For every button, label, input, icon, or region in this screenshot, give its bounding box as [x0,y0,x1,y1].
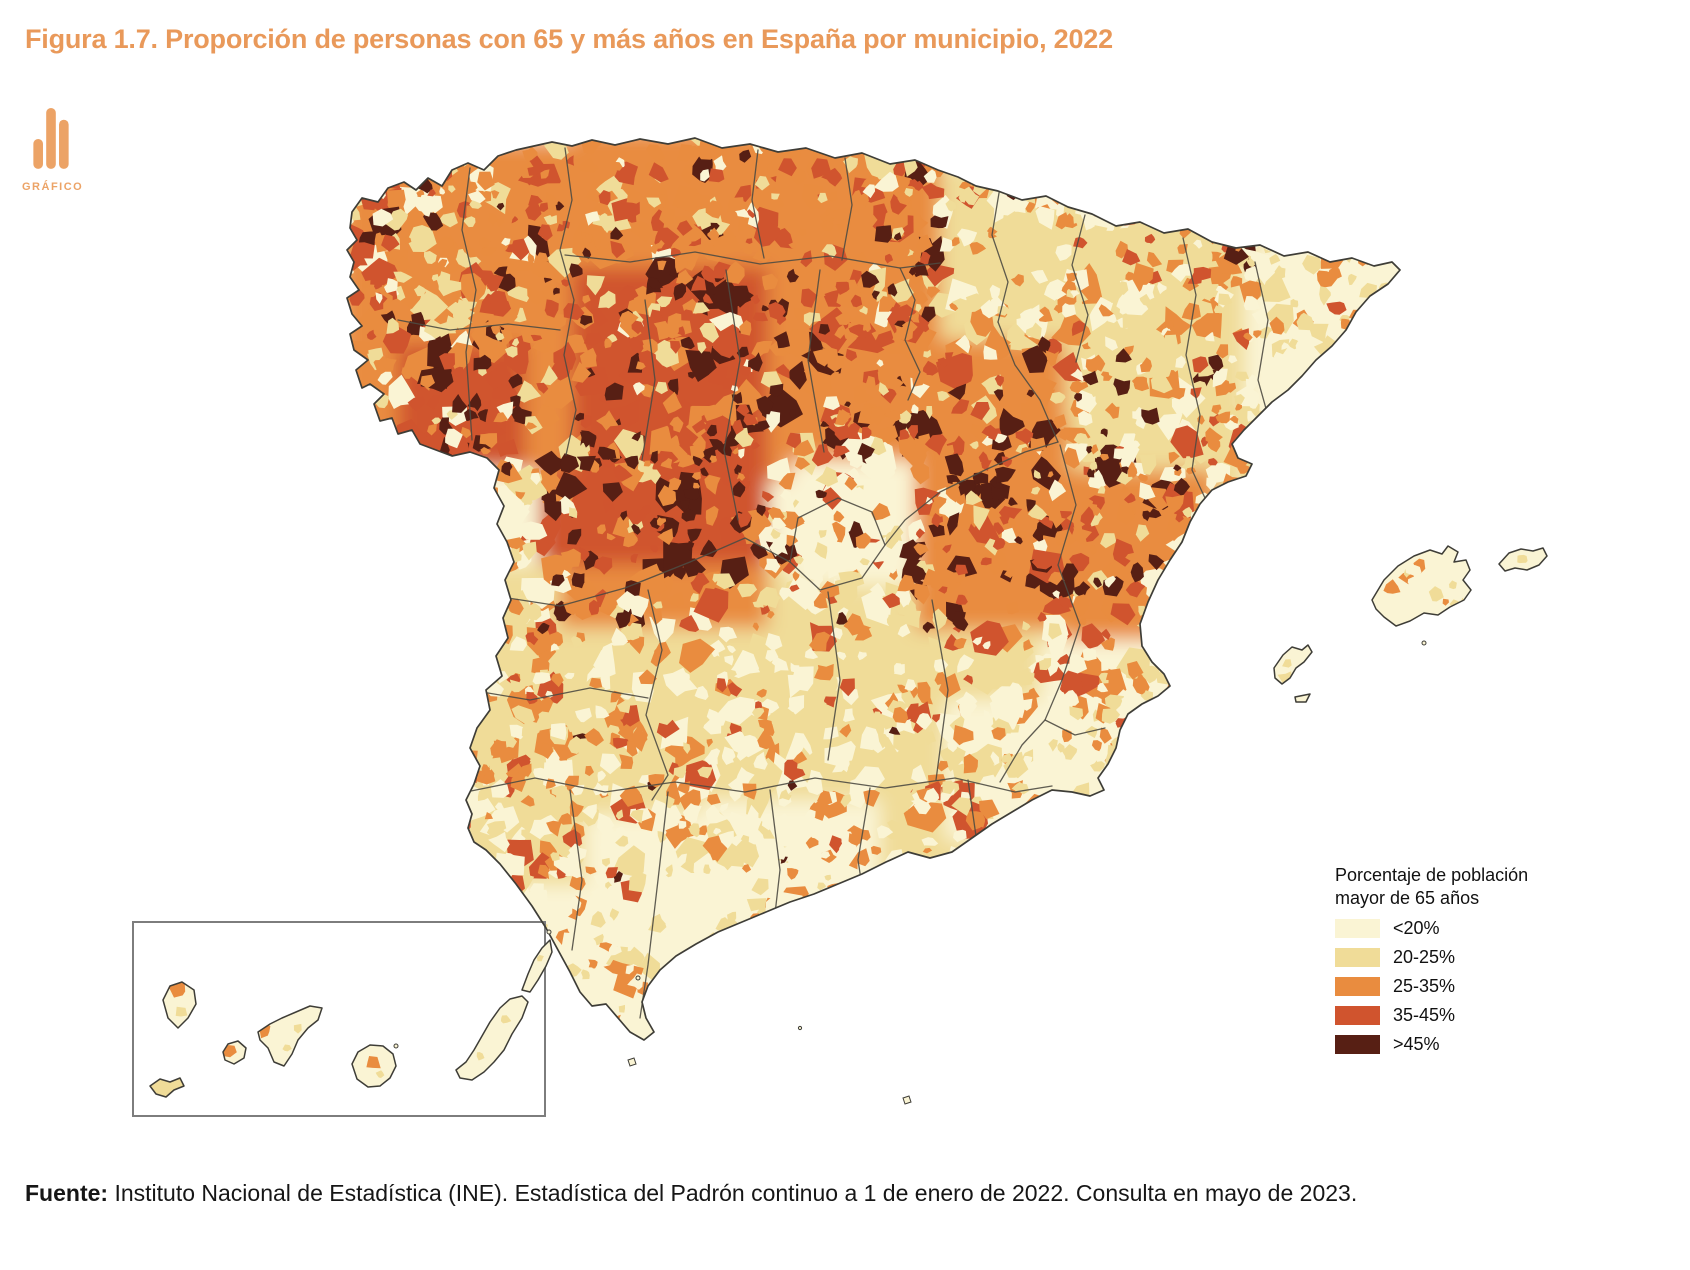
source-note: Fuente: Instituto Nacional de Estadístic… [25,1180,1357,1207]
legend-items: <20% 20-25% 25-35% 35-45% >45% [1335,918,1528,1054]
figure-title: Figura 1.7. Proporción de personas con 6… [25,24,1113,54]
legend-swatch [1335,1035,1380,1054]
bar-chart-logo-icon [33,108,69,169]
balearic-islands [1274,546,1547,702]
canary-islands-inset [132,921,552,1117]
legend-item: >45% [1335,1034,1528,1054]
legend-item: <20% [1335,918,1528,938]
coastlines [149,137,1548,1098]
legend-label: 25-35% [1393,976,1456,996]
grafico-logo: GRÁFICO [22,108,112,193]
legend-label: <20% [1393,918,1440,938]
legend-label: 20-25% [1393,947,1456,967]
legend-label: >45% [1393,1034,1440,1054]
legend-item: 20-25% [1335,947,1528,967]
legend-swatch [1335,977,1380,996]
legend-swatch [1335,919,1380,938]
source-text: Instituto Nacional de Estadística (INE).… [108,1180,1358,1206]
legend-swatch [1335,948,1380,967]
legend-item: 25-35% [1335,976,1528,996]
islets [393,640,1427,1105]
legend-swatch [1335,1006,1380,1025]
legend-item: 35-45% [1335,1005,1528,1025]
logo-caption: GRÁFICO [22,181,84,193]
map-legend: Porcentaje de población mayor de 65 años… [1335,864,1528,1064]
legend-title: Porcentaje de población mayor de 65 años [1335,865,1529,908]
source-label: Fuente: [25,1180,109,1206]
legend-label: 35-45% [1393,1005,1456,1025]
